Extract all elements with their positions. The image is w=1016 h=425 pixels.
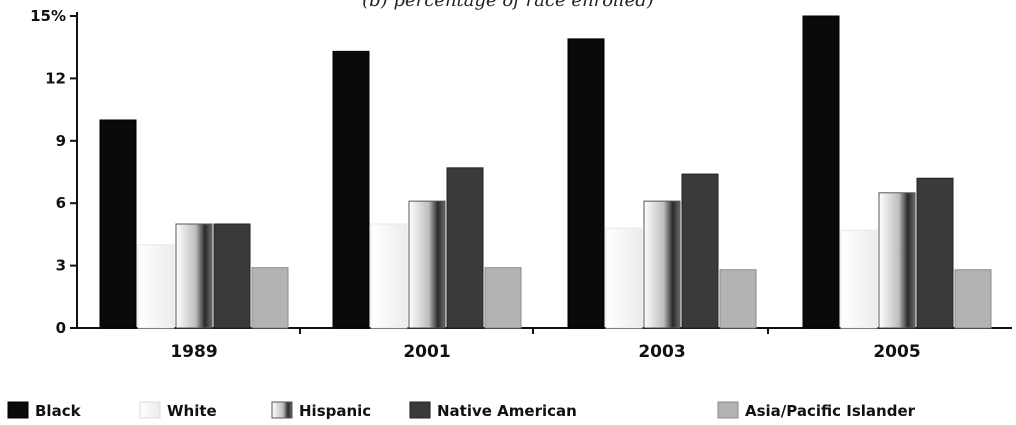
bar-native-american-2003 [681, 173, 719, 329]
bar-native-american-1989 [213, 223, 251, 329]
legend-swatch-black [7, 401, 29, 419]
bar-asia-pacific-islander-2005 [954, 269, 992, 329]
y-tick-label: 3 [56, 257, 66, 275]
y-tick-label: 9 [56, 132, 66, 150]
legend-swatch-native-american [409, 401, 431, 419]
x-tick-label: 2003 [638, 342, 685, 362]
bar-asia-pacific-islander-2001 [484, 267, 522, 329]
bar-asia-pacific-islander-2003 [719, 269, 757, 329]
bar-hispanic-2001 [408, 200, 446, 329]
bar-black-2001 [332, 50, 370, 329]
legend-swatch-white [139, 401, 161, 419]
bar-asia-pacific-islander-1989 [251, 267, 289, 329]
bar-white-1989 [137, 244, 175, 329]
bar-white-2001 [370, 223, 408, 329]
bar-white-2003 [605, 227, 643, 329]
chart-title: (b) percentage of race enrolled) [362, 0, 654, 11]
y-tick-label: 15% [30, 7, 66, 25]
y-tick-label: 6 [56, 194, 66, 212]
legend-label: Asia/Pacific Islander [745, 402, 916, 420]
x-tick-label: 1989 [170, 342, 217, 362]
bar-native-american-2001 [446, 167, 484, 329]
legend-label: Hispanic [299, 402, 371, 420]
bar-hispanic-2003 [643, 200, 681, 329]
legend-label: Black [35, 402, 82, 420]
x-tick-label: 2005 [873, 342, 920, 362]
bar-hispanic-1989 [175, 223, 213, 329]
legend-swatch-hispanic [271, 401, 293, 419]
bar-black-2003 [567, 38, 605, 329]
bar-black-1989 [99, 119, 137, 329]
legend-swatch-asia-pacific-islander [717, 401, 739, 419]
y-tick-label: 12 [45, 69, 66, 87]
x-tick-label: 2001 [403, 342, 450, 362]
bar-native-american-2005 [916, 177, 954, 329]
bar-black-2005 [802, 15, 840, 329]
bar-white-2005 [840, 229, 878, 329]
y-tick-label: 0 [56, 319, 66, 337]
legend-label: Native American [437, 402, 577, 420]
legend-label: White [167, 402, 217, 420]
bar-hispanic-2005 [878, 192, 916, 329]
